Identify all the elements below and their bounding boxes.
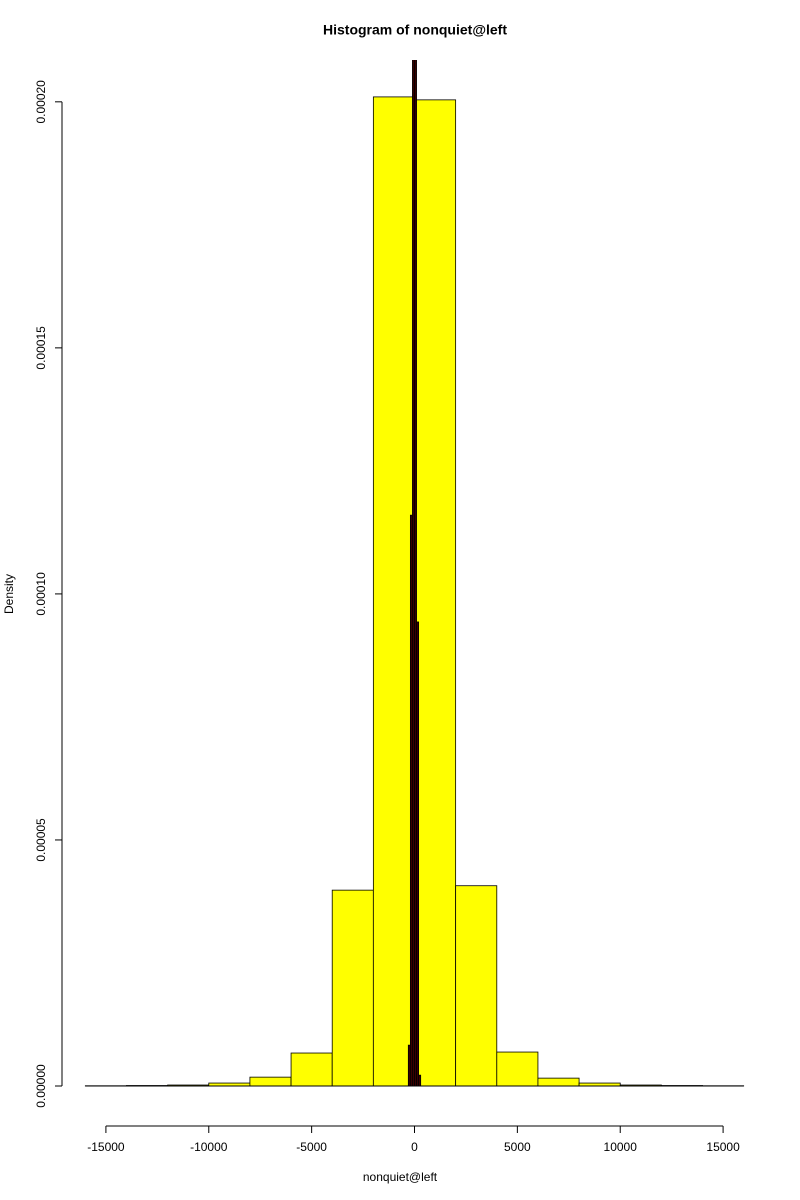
x-tick-label: -10000 <box>190 1140 228 1154</box>
y-tick-label: 0.00020 <box>34 80 48 124</box>
x-tick-label: 15000 <box>706 1140 740 1154</box>
y-axis-label: Density <box>2 574 16 614</box>
histogram-bar <box>372 96 415 1087</box>
histogram-bar <box>414 99 457 1087</box>
histogram-bar <box>496 1051 539 1087</box>
histogram-bar <box>331 889 374 1087</box>
y-tick-label: 0.00005 <box>34 818 48 862</box>
histogram-bar <box>455 885 498 1087</box>
plot-area <box>84 60 745 1087</box>
x-tick-label: -5000 <box>296 1140 327 1154</box>
x-axis-label: nonquiet@left <box>363 1170 438 1184</box>
histogram-bar <box>290 1052 333 1087</box>
histogram-bar <box>416 621 420 1087</box>
x-tick-label: 0 <box>411 1140 418 1154</box>
x-tick-label: 5000 <box>504 1140 531 1154</box>
histogram-bar <box>418 1074 422 1087</box>
y-tick-label: 0.00000 <box>34 1064 48 1108</box>
x-tick-label: -15000 <box>87 1140 125 1154</box>
histogram-bar <box>249 1076 292 1087</box>
chart-title: Histogram of nonquiet@left <box>323 22 507 38</box>
x-tick-label: 10000 <box>604 1140 638 1154</box>
y-tick-label: 0.00015 <box>34 326 48 370</box>
y-tick-label: 0.00010 <box>34 572 48 616</box>
histogram-bar <box>537 1077 580 1087</box>
histogram-bar <box>414 60 417 1087</box>
